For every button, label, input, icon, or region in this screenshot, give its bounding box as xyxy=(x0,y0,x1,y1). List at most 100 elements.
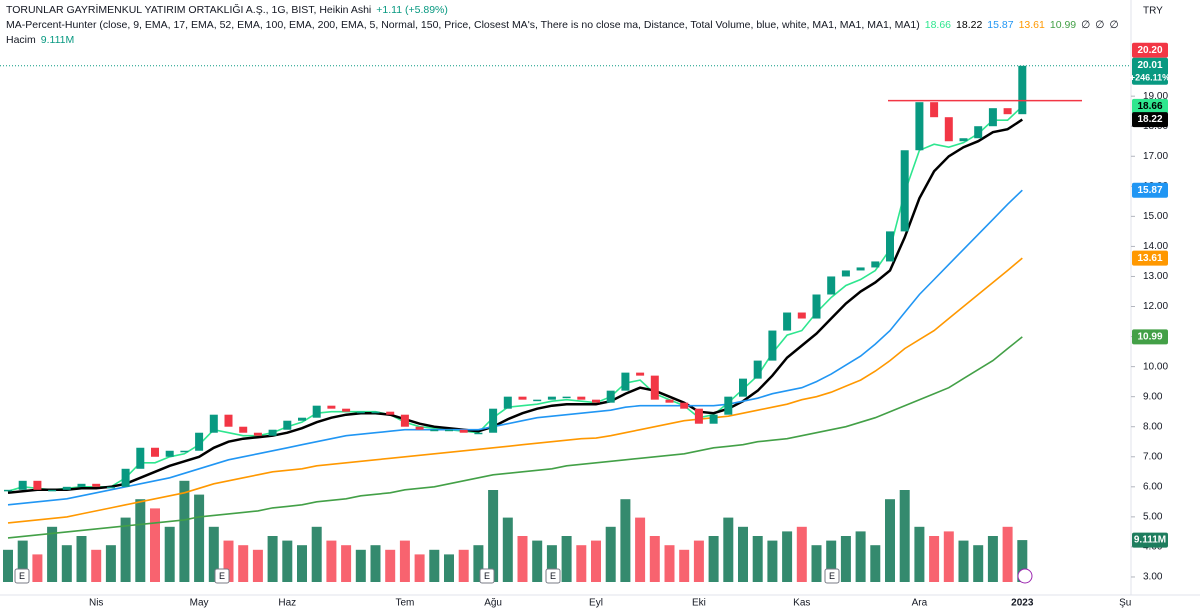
volume-bar xyxy=(1017,540,1028,582)
candle xyxy=(356,411,365,414)
y-tick-label: 10.00 xyxy=(1143,361,1168,372)
volume-bar xyxy=(385,549,396,582)
volume-bar xyxy=(120,517,131,582)
high-badge xyxy=(1132,42,1168,58)
volume-bar xyxy=(620,499,631,582)
volume-bar xyxy=(693,540,704,582)
candle xyxy=(592,399,600,403)
volume-bar xyxy=(605,526,616,582)
dividend-icon xyxy=(1017,568,1033,584)
x-tick-label: Nis xyxy=(89,598,103,609)
volume-bar xyxy=(899,490,910,582)
volume-bar xyxy=(32,554,43,582)
candle xyxy=(298,417,306,421)
volume-bar xyxy=(973,545,984,582)
volume-bar xyxy=(591,540,601,582)
candle xyxy=(1018,65,1027,115)
ma-badge-label: 10.99 xyxy=(1137,332,1162,343)
volume-bar xyxy=(1002,526,1013,582)
candle xyxy=(753,360,762,379)
candle xyxy=(930,102,939,118)
volume-bar xyxy=(444,554,454,582)
candle xyxy=(680,402,689,409)
currency: TRY xyxy=(1143,6,1163,17)
volume-bar xyxy=(150,508,160,582)
volume-bar xyxy=(943,531,954,582)
candle xyxy=(827,276,836,295)
x-tick-label: Ara xyxy=(912,598,928,609)
candle xyxy=(151,447,159,457)
candle xyxy=(974,126,983,139)
volume-bar xyxy=(796,526,807,582)
x-tick-label: 2023 xyxy=(1011,598,1034,609)
volume-bar xyxy=(429,549,440,582)
candle xyxy=(694,408,703,424)
candle xyxy=(224,414,233,427)
candle xyxy=(1003,108,1012,115)
volume-bar xyxy=(855,531,866,582)
y-tick-label: 14.00 xyxy=(1143,241,1168,252)
volume-bar xyxy=(576,545,587,582)
candle xyxy=(283,420,292,430)
volume-bar xyxy=(252,549,263,582)
candle xyxy=(856,267,865,271)
volume-bar xyxy=(723,517,734,582)
candle xyxy=(547,396,556,400)
volume-bar xyxy=(164,526,175,582)
ma-line xyxy=(7,118,1023,495)
volume-bar xyxy=(738,526,748,582)
candle xyxy=(562,396,571,399)
x-tick-label: May xyxy=(190,598,209,609)
ma-badge-label: 15.87 xyxy=(1137,185,1162,196)
earnings-icon-label: E xyxy=(219,571,225,581)
volume-bar xyxy=(532,540,543,582)
candle xyxy=(62,486,71,490)
volume-bar xyxy=(649,536,660,582)
volume-bar xyxy=(61,545,72,582)
symbol-title: TORUNLAR GAYRİMENKUL YATIRIM ORTAKLIĞI A… xyxy=(6,4,372,16)
volume-bar xyxy=(473,545,484,582)
candle xyxy=(606,390,615,403)
candle xyxy=(121,468,130,487)
candle xyxy=(386,411,395,415)
candle xyxy=(4,489,12,492)
volume-bar xyxy=(399,540,410,582)
volume-row: Hacim 9.111M xyxy=(6,33,1124,48)
volume-bar xyxy=(870,545,881,582)
high-badge-label: 20.20 xyxy=(1137,45,1162,56)
earnings-icon xyxy=(545,568,561,584)
last-price-badge-label: +246.11% xyxy=(1130,73,1170,83)
y-tick-label: 3.00 xyxy=(1143,572,1163,583)
candle xyxy=(195,432,204,451)
candle xyxy=(415,426,424,430)
ma-line xyxy=(7,336,1023,539)
volume-bar xyxy=(488,490,499,582)
indicator-value: 13.61 xyxy=(1018,19,1045,31)
indicator-row: MA-Percent-Hunter (close, 9, EMA, 17, EM… xyxy=(6,18,1124,33)
symbol-row: TORUNLAR GAYRİMENKUL YATIRIM ORTAKLIĞI A… xyxy=(6,3,1124,18)
candle xyxy=(739,378,747,397)
candle xyxy=(268,429,277,436)
candle xyxy=(650,375,659,400)
volume-bar xyxy=(929,536,940,582)
volume-bar xyxy=(326,540,337,582)
x-tick-label: Haz xyxy=(278,598,296,609)
candle xyxy=(371,411,380,414)
volume-bar xyxy=(664,545,675,582)
volume-bar xyxy=(458,549,469,582)
candle xyxy=(621,372,630,391)
candle xyxy=(636,372,645,376)
ma-line xyxy=(7,105,1023,493)
volume-badge-label: 9.111M xyxy=(1134,535,1166,546)
volume-bar xyxy=(135,499,146,582)
x-tick-label: Kas xyxy=(793,598,810,609)
indicator-empty: ∅ xyxy=(1095,19,1105,31)
indicator-value: 15.87 xyxy=(987,19,1014,31)
candle xyxy=(518,396,527,400)
ma-badge xyxy=(1132,112,1168,128)
volume-bar xyxy=(987,536,998,582)
x-tick-label: Tem xyxy=(395,598,414,609)
y-tick-label: 15.00 xyxy=(1143,211,1168,222)
candle xyxy=(400,414,409,427)
